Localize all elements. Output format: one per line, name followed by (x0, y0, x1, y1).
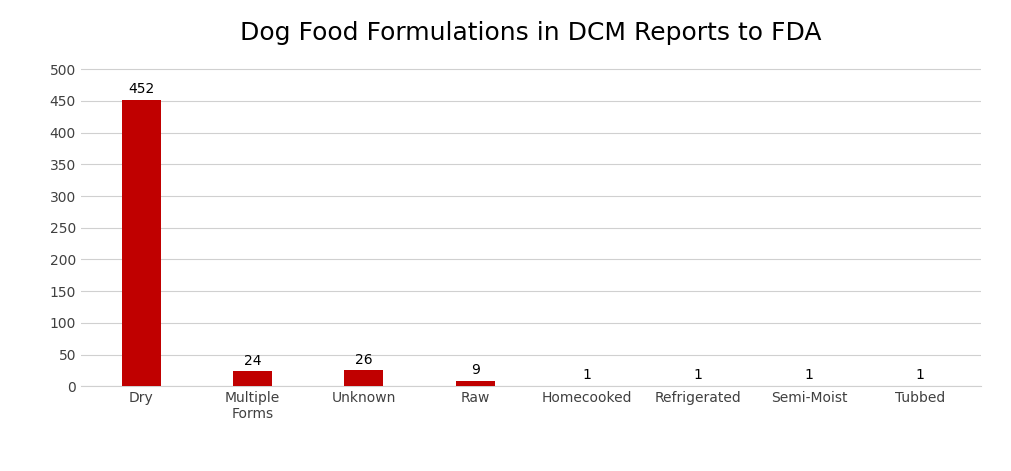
Text: 26: 26 (355, 353, 373, 366)
Text: 1: 1 (805, 368, 814, 382)
Bar (345, 370, 383, 386)
Text: 1: 1 (694, 368, 703, 382)
Title: Dog Food Formulations in DCM Reports to FDA: Dog Food Formulations in DCM Reports to … (240, 21, 822, 45)
Bar (234, 371, 272, 386)
Text: 9: 9 (471, 363, 479, 377)
Text: 1: 1 (582, 368, 590, 382)
Text: 24: 24 (244, 354, 261, 368)
Text: 1: 1 (916, 368, 925, 382)
Bar (456, 381, 494, 386)
Text: 452: 452 (128, 82, 155, 97)
Bar (121, 100, 161, 386)
